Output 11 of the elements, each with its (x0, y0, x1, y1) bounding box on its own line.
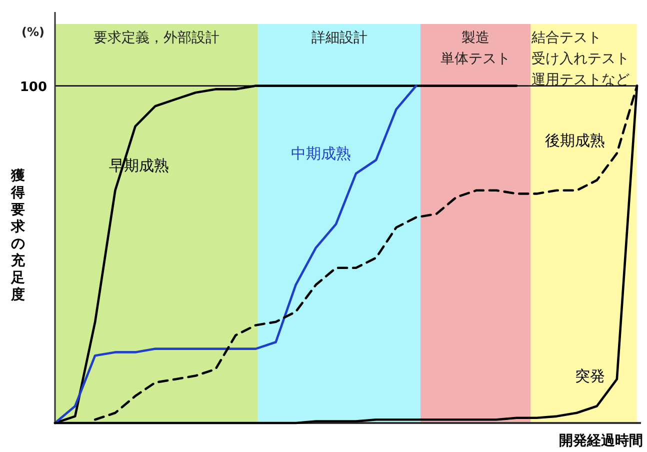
annotation: 製造 (462, 30, 490, 46)
annotation: 単体テスト (440, 51, 510, 67)
annotation: (%) (22, 25, 44, 39)
annotation: 受け入れテスト (532, 51, 630, 67)
annotation: 詳細設計 (311, 30, 368, 46)
annotation: 要求定義，外部設計 (94, 30, 220, 46)
annotation: 運用テストなど (532, 72, 630, 88)
annotation: 結合テスト (532, 30, 602, 46)
ylabel: 獲得要求の充足度 (11, 168, 25, 303)
xlabel: 開発経過時間 (559, 433, 643, 449)
ref-line-label: 100 (20, 80, 47, 95)
